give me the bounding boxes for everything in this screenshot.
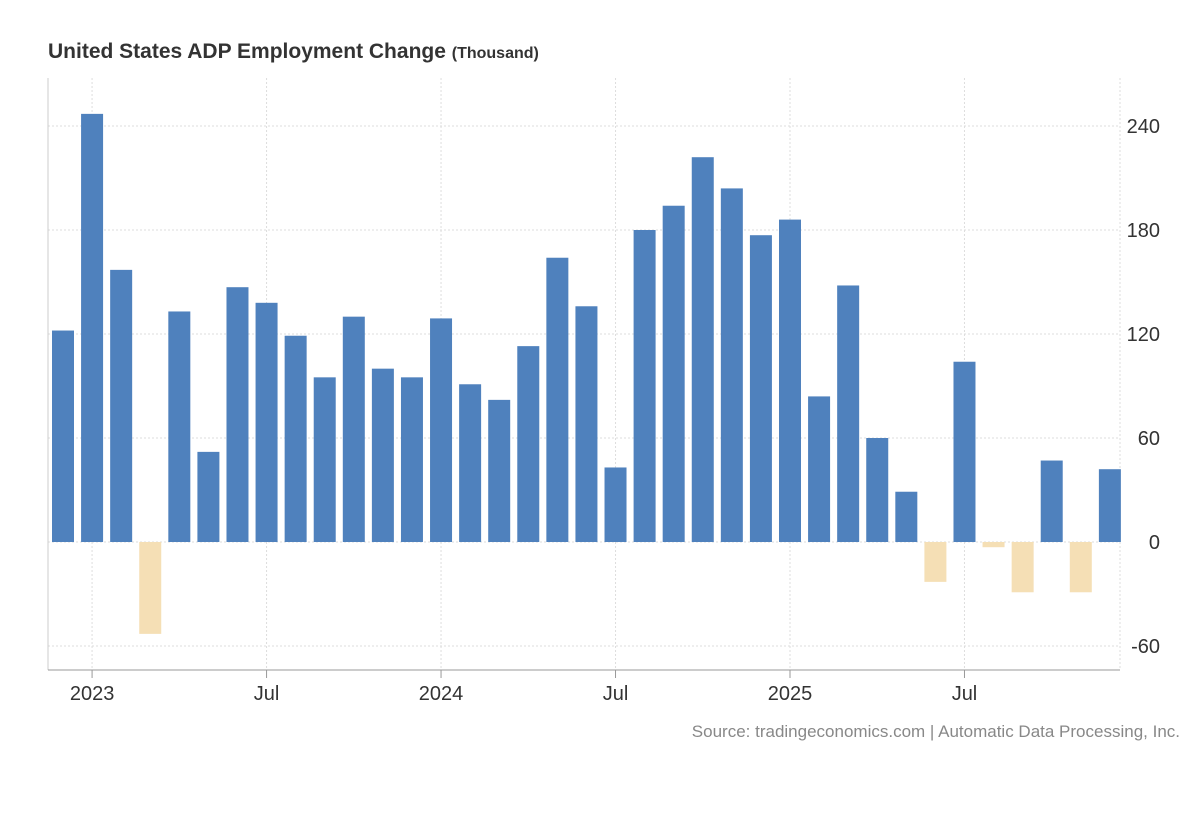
bar-mar-2023 [139, 542, 162, 634]
bar-aug-2025 [982, 542, 1005, 548]
x-tick-label: 2023 [70, 683, 115, 705]
y-tick-label: 240 [1127, 116, 1160, 138]
bar-dec-2022 [52, 330, 74, 542]
bar-jul-2025 [953, 361, 976, 542]
bar-mar-2025 [837, 285, 860, 542]
bar-feb-2025 [808, 396, 831, 542]
bar-jan-2024 [430, 318, 453, 542]
x-tick-label: 2025 [768, 683, 813, 705]
bar-jul-2023 [255, 302, 278, 542]
bar-may-2024 [546, 257, 569, 542]
bar-jun-2023 [226, 287, 249, 542]
bar-jan-2023 [81, 113, 104, 542]
bar-jun-2025 [924, 542, 947, 582]
bar-jan-2025 [779, 219, 801, 542]
chart-title: United States ADP Employment Change (Tho… [48, 40, 539, 64]
bar-nov-2024 [720, 188, 743, 542]
bar-sep-2024 [662, 205, 685, 542]
x-tick-label: Jul [603, 683, 629, 705]
y-tick-label: 60 [1138, 428, 1160, 450]
bar-dec-2024 [749, 235, 772, 542]
y-tick-label: -60 [1131, 636, 1160, 658]
bar-nov-2023 [371, 368, 394, 542]
bar-mar-2024 [488, 399, 511, 542]
bar-apr-2023 [168, 311, 191, 542]
bar-oct-2023 [342, 316, 365, 542]
x-tick-label: Jul [952, 683, 978, 705]
y-tick-label: 0 [1149, 532, 1160, 554]
y-tick-label: 120 [1127, 324, 1160, 346]
bar-may-2023 [197, 451, 220, 542]
bar-feb-2023 [110, 269, 133, 542]
bar-sep-2025 [1011, 542, 1034, 593]
bar-dec-2025 [1098, 469, 1121, 542]
bar-jun-2024 [575, 306, 598, 542]
title-unit: (Thousand) [451, 45, 539, 62]
bar-oct-2025 [1040, 460, 1063, 542]
bar-aug-2023 [284, 335, 307, 542]
title-text: United States ADP Employment Change [48, 40, 446, 63]
bar-dec-2023 [400, 377, 423, 542]
x-tick-label: Jul [254, 683, 280, 705]
bar-apr-2025 [866, 438, 889, 542]
bar-may-2025 [895, 491, 918, 542]
source-note: Source: tradingeconomics.com | Automatic… [691, 722, 1180, 741]
bar-apr-2024 [517, 346, 540, 542]
bar-nov-2025 [1069, 542, 1092, 593]
bar-aug-2024 [633, 230, 656, 542]
x-tick-label: 2024 [419, 683, 464, 705]
bar-oct-2024 [691, 157, 714, 542]
y-tick-label: 180 [1127, 220, 1160, 242]
bar-jul-2024 [604, 467, 627, 542]
bar-sep-2023 [313, 377, 336, 542]
bar-feb-2024 [459, 384, 482, 542]
